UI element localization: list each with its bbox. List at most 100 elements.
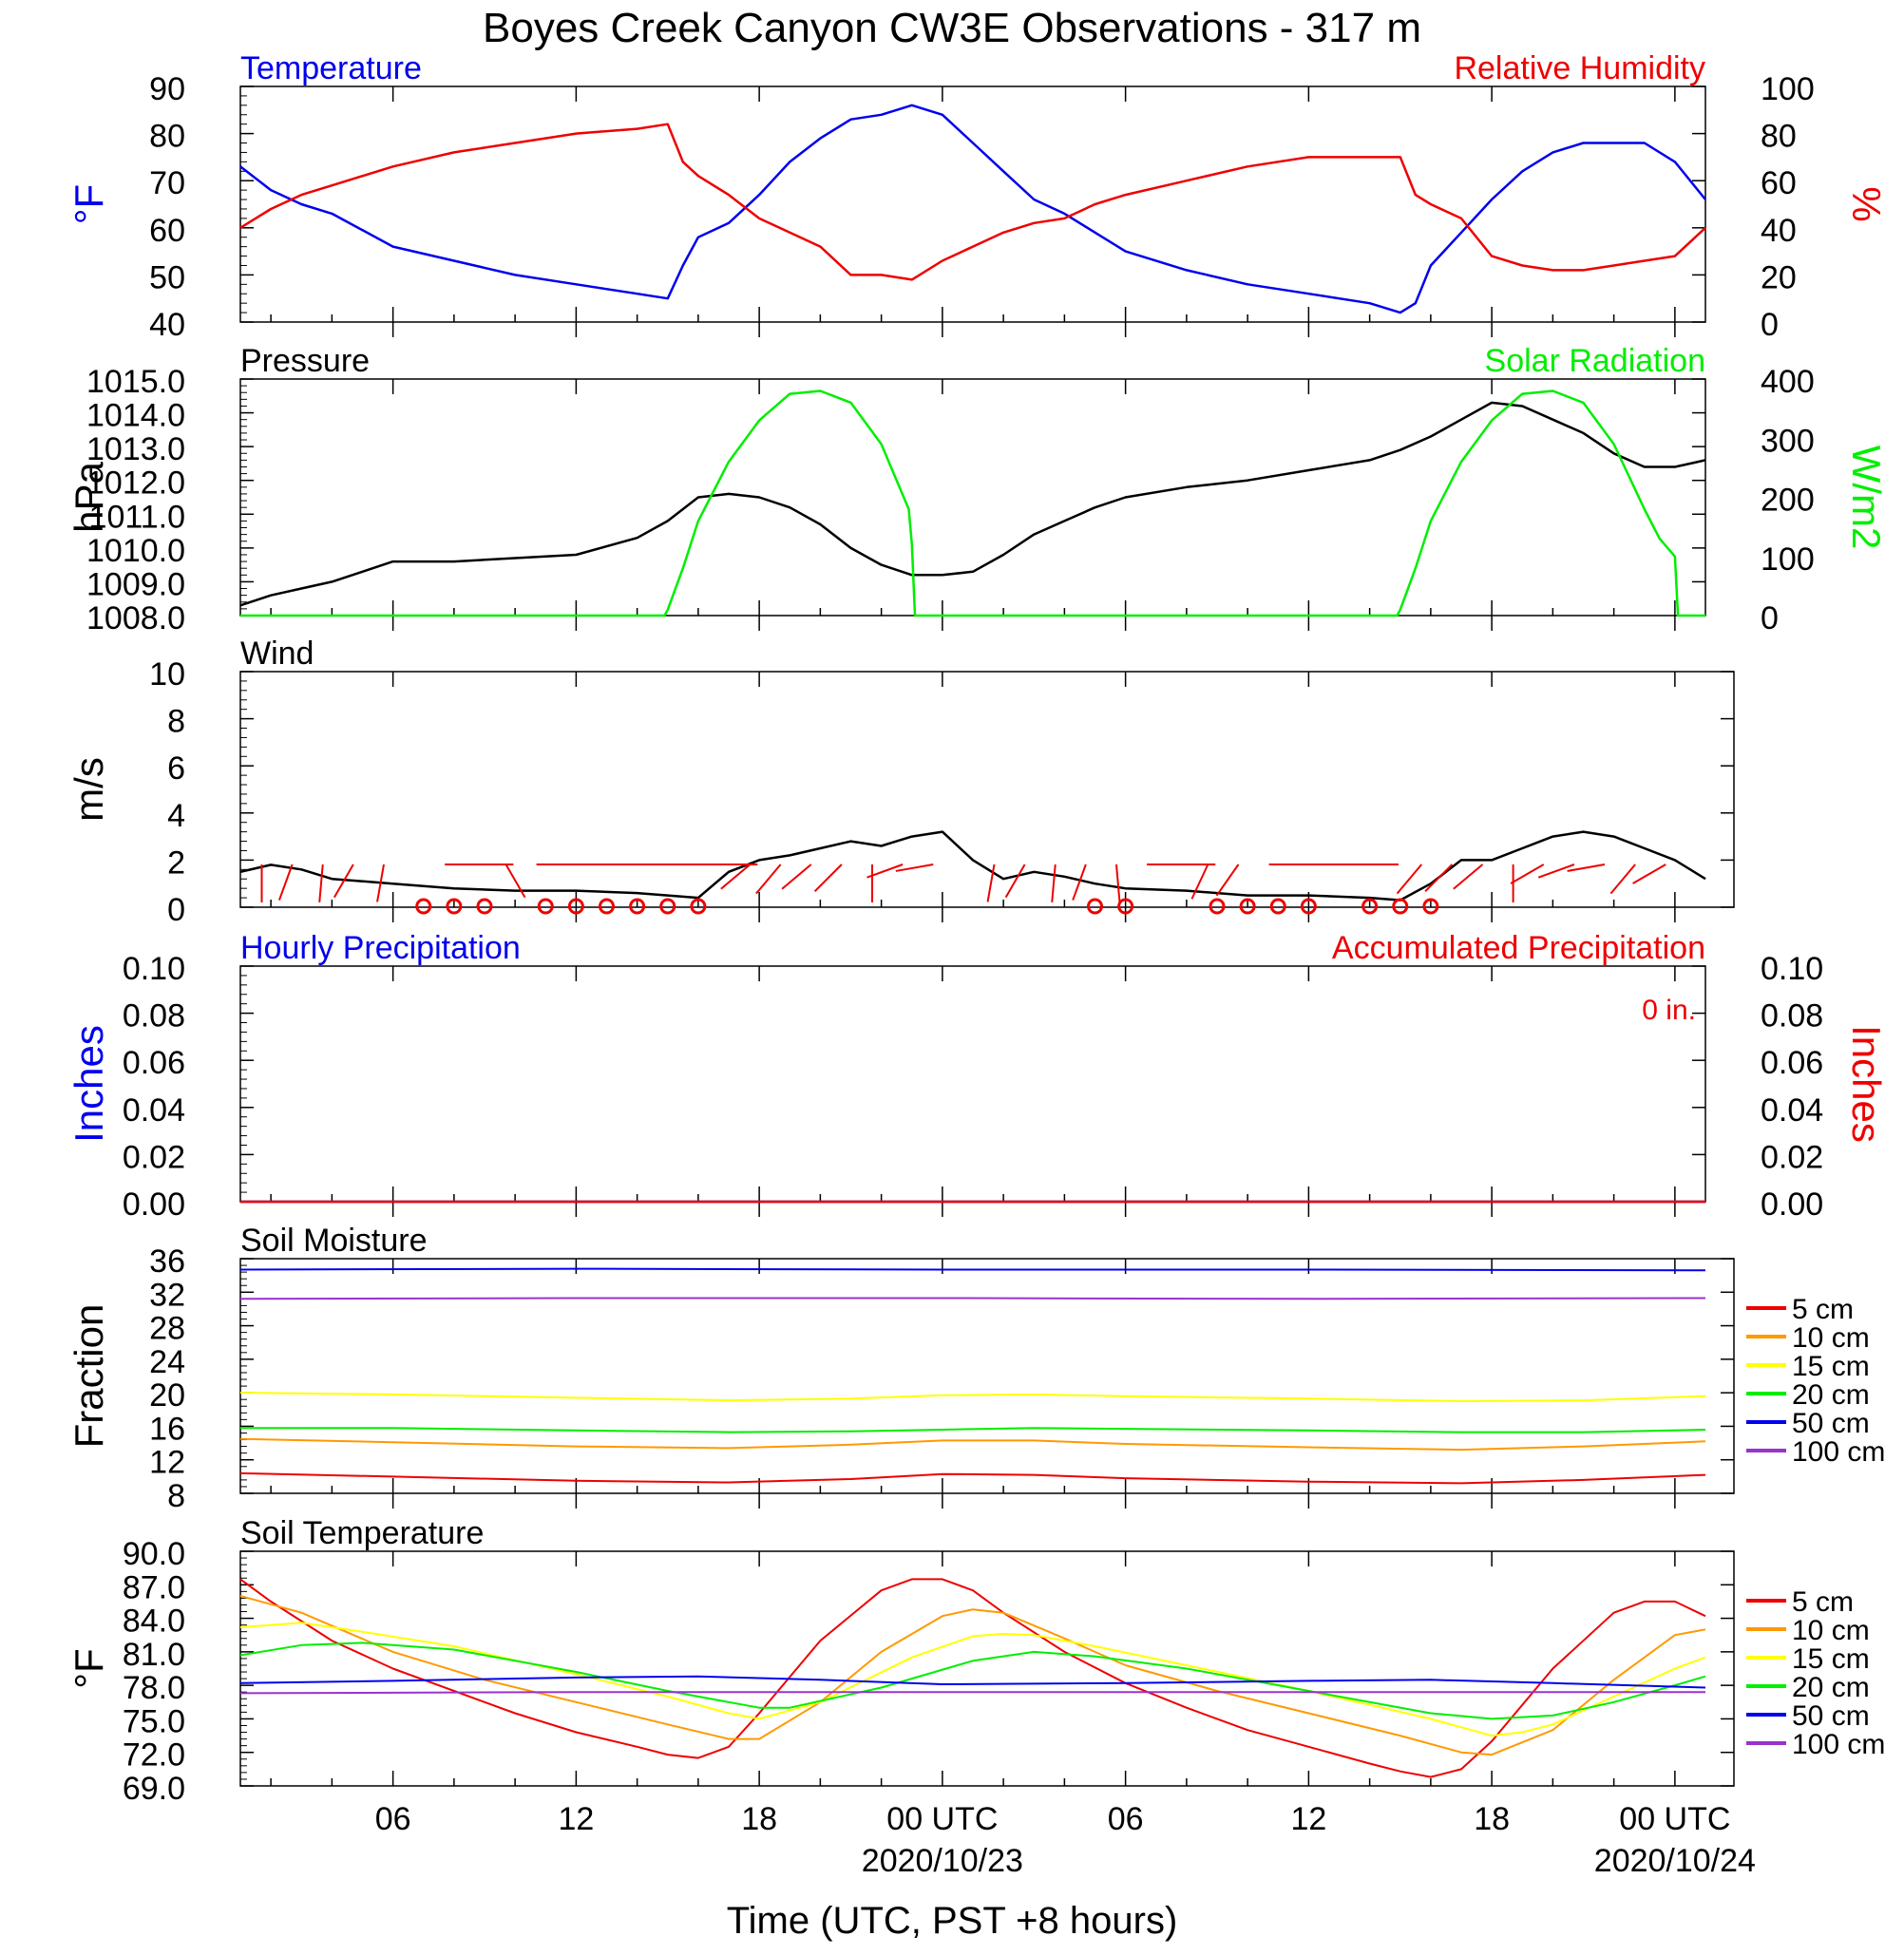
series-line-15-cm [239,1392,1706,1402]
y-tick-label-right: 0.10 [1761,951,1823,987]
legend-label: 15 cm [1792,1351,1870,1382]
x-tick-label: 00 UTC [1619,1801,1730,1837]
y-tick-label-left: 0.00 [123,1186,185,1223]
wind-barb [277,864,294,901]
chart-title: Boyes Creek Canyon CW3E Observations - 3… [483,5,1421,51]
calm-marker [415,898,432,915]
series-line-50-cm [239,1675,1706,1689]
series-line-20-cm [239,1642,1706,1720]
calm-marker [1117,898,1134,915]
x-tick-date-label: 2020/10/24 [1594,1843,1756,1879]
series-line-20-cm [240,1427,1706,1433]
y-tick-label-left: 1010.0 [86,533,185,569]
x-tick-label: 06 [375,1801,411,1837]
y-tick-label-left: 10 [149,656,185,693]
y-axis-label-left: hPa [67,461,111,532]
panel-4: 0.00 0.02 0.04 0.06 0.08 0.10 0.00 0.02 0.04 0.06… [67,930,1889,1223]
y-axis-label-left: Fraction [67,1304,111,1449]
y-tick-label-right: 300 [1761,423,1815,459]
y-tick-label-left: 70 [149,165,185,201]
y-tick-label-right: 0.04 [1761,1092,1823,1129]
panel-title-right: Accumulated Precipitation [1332,930,1705,966]
calm-marker [1361,898,1379,915]
series-line-relative-humidity [239,123,1706,281]
y-tick-label-left: 8 [167,704,185,740]
legend-label: 100 cm [1792,1436,1885,1468]
y-tick-label-right: 200 [1761,483,1815,519]
y-axis-label-left: Inches [67,1025,111,1143]
calm-marker [476,898,493,915]
y-tick-label-left: 32 [149,1277,185,1313]
y-tick-label-left: 20 [149,1377,185,1414]
series-line-pressure [239,401,1706,607]
calm-marker [629,898,646,915]
panel-title-left: Soil Moisture [240,1223,428,1259]
wind-barb [781,864,812,890]
panel-title-left: Hourly Precipitation [240,930,521,966]
panel-frame [239,671,1735,908]
panel-6: 69.072.075.078.081.084.087.090.0 Soil Tem… [67,1515,1885,1807]
y-axis-label-right: W/m2 [1844,446,1889,550]
calm-marker [690,898,707,915]
panel-frame [239,378,1706,617]
wind-barb [318,864,324,902]
series-line-temperature [239,104,1706,314]
wind-barb [1114,864,1121,902]
y-tick-label-right: 20 [1761,259,1797,295]
y-tick-label-right: 0.02 [1761,1139,1823,1175]
y-axis-label-left: °F [67,184,111,224]
wind-barb [1453,864,1484,890]
y-tick-label-right: 400 [1761,364,1815,400]
calm-marker [1300,898,1317,915]
calm-marker [1422,898,1439,915]
legend-label: 5 cm [1792,1294,1854,1325]
wind-barb [1396,864,1423,895]
panel-title-left: Pressure [240,343,370,379]
y-tick-label-left: 69.0 [123,1771,185,1807]
y-tick-label-left: 80 [149,119,185,155]
y-tick-label-left: 8 [167,1478,185,1514]
wind-barb [1537,864,1575,879]
series-line-100-cm [239,1297,1706,1300]
y-tick-label-left: 28 [149,1311,185,1347]
y-tick-label-left: 90.0 [123,1536,185,1572]
wind-barb [1072,864,1087,901]
y-tick-label-left: 1014.0 [86,398,185,434]
wind-barb [1609,864,1636,895]
wind-barb [755,864,782,895]
y-tick-label-left: 0.06 [123,1045,185,1081]
x-tick-label: 18 [1474,1801,1510,1837]
y-tick-label-left: 0.08 [123,998,185,1034]
y-tick-label-left: 0.10 [123,951,185,987]
y-axis-label-left: °F [67,1648,111,1688]
series-line-100-cm [239,1691,1705,1695]
series-line-50-cm [239,1267,1706,1272]
wind-barb [1051,864,1057,902]
wind-barb [1215,864,1240,897]
panel-2: 1008.01009.01010.01011.01012.01013.01014… [67,343,1889,636]
series-line-10-cm [239,1595,1706,1756]
wind-barb [720,864,752,890]
calm-marker [446,898,463,915]
y-tick-label-left: 1013.0 [86,431,185,467]
wind-barb [1632,864,1666,884]
y-tick-label-right: 0.06 [1761,1045,1823,1081]
x-tick-label: 12 [558,1801,594,1837]
y-tick-label-right: 40 [1761,213,1797,249]
panel-frame [239,965,1706,1203]
wind-barb [1424,864,1454,892]
y-tick-label-left: 4 [167,798,185,834]
legend-label: 20 cm [1792,1672,1870,1703]
y-tick-label-left: 72.0 [123,1737,185,1774]
y-tick-label-left: 1009.0 [86,566,185,602]
calm-marker [537,898,554,915]
y-tick-label-left: 6 [167,750,185,787]
wind-barb [895,864,934,872]
y-tick-label-left: 81.0 [123,1637,185,1673]
y-tick-label-left: 36 [149,1243,185,1280]
legend-label: 5 cm [1792,1586,1854,1618]
legend-label: 15 cm [1792,1643,1870,1675]
wind-barb [505,864,526,899]
legend-label: 50 cm [1792,1700,1870,1732]
